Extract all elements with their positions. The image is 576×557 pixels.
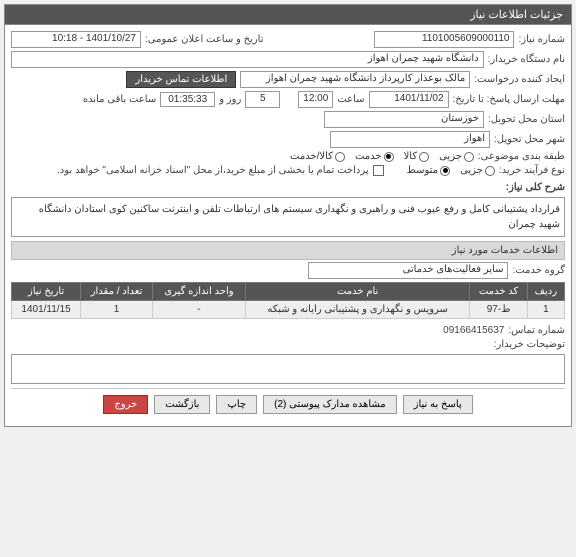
radio-cat-0[interactable]: جزیی (439, 151, 474, 162)
radio-dot-icon (335, 152, 345, 162)
row-deadline: مهلت ارسال پاسخ: تا تاریخ: 1401/11/02 سا… (11, 91, 565, 108)
td-0-3: - (153, 301, 246, 319)
label-contact: شماره تماس: (508, 325, 565, 336)
print-button[interactable]: چاپ (216, 395, 257, 414)
value-service-group: سایر فعالیت‌های خدماتی (308, 262, 508, 279)
row-buyer-org: نام دستگاه خریدار: دانشگاه شهید چمران اه… (11, 51, 565, 68)
treasury-checkbox[interactable] (373, 165, 384, 176)
category-radio-group: جزیی کالا خدمت کالا/خدمت (290, 151, 474, 162)
td-0-1: ط-97 (470, 301, 527, 319)
row-province: استان محل تحویل: خوزستان (11, 111, 565, 128)
label-day-and: روز و (219, 94, 241, 105)
panel-header: جزئیات اطلاعات نیاز (5, 5, 571, 25)
value-province: خوزستان (324, 111, 484, 128)
row-requester: ایجاد کننده درخواست: مالک بوعذار کارپردا… (11, 71, 565, 88)
td-0-5: 1401/11/15 (12, 301, 81, 319)
value-public-dt: 1401/10/27 - 10:18 (11, 31, 141, 48)
exit-button[interactable]: خروج (103, 395, 148, 414)
label-service-group: گروه خدمت: (512, 265, 565, 276)
radio-cat-2[interactable]: خدمت (355, 151, 394, 162)
panel-body: شماره نیاز: 1101005609000110 تاریخ و ساع… (5, 25, 571, 426)
th-1: کد خدمت (470, 283, 527, 301)
value-remain-days: 5 (245, 91, 280, 108)
label-buyer-org: نام دستگاه خریدار: (488, 54, 565, 65)
th-4: تعداد / مقدار (81, 283, 153, 301)
td-0-0: 1 (527, 301, 564, 319)
label-city: شهر محل تحویل: (494, 134, 565, 145)
details-panel: جزئیات اطلاعات نیاز شماره نیاز: 11010056… (4, 4, 572, 427)
label-requester: ایجاد کننده درخواست: (474, 74, 565, 85)
label-deadline: مهلت ارسال پاسخ: تا تاریخ: (453, 94, 565, 105)
label-buyer-notes: توضیحات خریدار: (494, 339, 565, 350)
value-remain-time: 01:35:33 (160, 92, 215, 107)
table-header-row: ردیف کد خدمت نام خدمت واحد اندازه گیری ت… (12, 283, 565, 301)
buyer-notes-box (11, 354, 565, 384)
label-category: طبقه بندی موضوعی: (478, 151, 565, 162)
row-desc-label: شرح کلی نیاز: (11, 182, 565, 193)
label-province: استان محل تحویل: (488, 114, 565, 125)
value-contact: 09166415637 (443, 325, 504, 336)
back-button[interactable]: بازگشت (154, 395, 210, 414)
services-table: ردیف کد خدمت نام خدمت واحد اندازه گیری ت… (11, 282, 565, 319)
td-0-2: سرویس و نگهداری و پشتیبانی رایانه و شبکه (245, 301, 470, 319)
label-pay-note: پرداخت تمام یا بخشی از مبلغ خرید،از محل … (57, 165, 369, 176)
row-request-no: شماره نیاز: 1101005609000110 تاریخ و ساع… (11, 31, 565, 48)
label-request-no: شماره نیاز: (518, 34, 565, 45)
radio-cat-1[interactable]: کالا (404, 151, 430, 162)
th-2: نام خدمت (245, 283, 470, 301)
label-desc: شرح کلی نیاز: (506, 182, 565, 193)
value-buyer-org: دانشگاه شهید چمران اهواز (11, 51, 484, 68)
td-0-4: 1 (81, 301, 153, 319)
th-5: تاریخ نیاز (12, 283, 81, 301)
row-contact: شماره تماس: 09166415637 (11, 325, 565, 336)
radio-dot-icon (440, 166, 450, 176)
radio-proc-0[interactable]: جزیی (460, 165, 495, 176)
reply-button[interactable]: پاسخ به نیاز (403, 395, 473, 414)
value-deadline-time: 12:00 (298, 91, 333, 108)
th-3: واحد اندازه گیری (153, 283, 246, 301)
panel-title: جزئیات اطلاعات نیاز (470, 9, 563, 21)
value-city: اهواز (330, 131, 490, 148)
row-process: نوع فرآیند خرید: جزیی متوسط پرداخت تمام … (11, 165, 565, 176)
process-radio-group: جزیی متوسط (407, 165, 495, 176)
row-service-group: گروه خدمت: سایر فعالیت‌های خدماتی (11, 262, 565, 279)
row-category: طبقه بندی موضوعی: جزیی کالا خدمت کالا/خد… (11, 151, 565, 162)
value-requester: مالک بوعذار کارپرداز دانشگاه شهید چمران … (240, 71, 470, 88)
label-public-dt: تاریخ و ساعت اعلان عمومی: (145, 34, 264, 45)
footer-buttons: پاسخ به نیاز مشاهده مدارک پیوستی (2) چاپ… (11, 388, 565, 420)
table-row: 1 ط-97 سرویس و نگهداری و پشتیبانی رایانه… (12, 301, 565, 319)
services-section-header: اطلاعات خدمات مورد نیاز (11, 241, 565, 260)
row-city: شهر محل تحویل: اهواز (11, 131, 565, 148)
label-remain: ساعت باقی مانده (83, 94, 156, 105)
description-box: قرارداد پشتیبانی کامل و رفع عیوب فنی و ر… (11, 197, 565, 237)
radio-dot-icon (384, 152, 394, 162)
radio-dot-icon (464, 152, 474, 162)
radio-dot-icon (485, 166, 495, 176)
label-hour-1: ساعت (337, 94, 364, 105)
value-deadline-date: 1401/11/02 (369, 91, 449, 108)
contact-info-button[interactable]: اطلاعات تماس خریدار (126, 71, 236, 88)
radio-proc-1[interactable]: متوسط (407, 165, 450, 176)
th-0: ردیف (527, 283, 564, 301)
attachments-button[interactable]: مشاهده مدارک پیوستی (2) (263, 395, 397, 414)
value-request-no: 1101005609000110 (374, 31, 514, 48)
row-buyer-notes: توضیحات خریدار: (11, 339, 565, 350)
radio-cat-3[interactable]: کالا/خدمت (290, 151, 345, 162)
radio-dot-icon (419, 152, 429, 162)
label-process: نوع فرآیند خرید: (499, 165, 565, 176)
